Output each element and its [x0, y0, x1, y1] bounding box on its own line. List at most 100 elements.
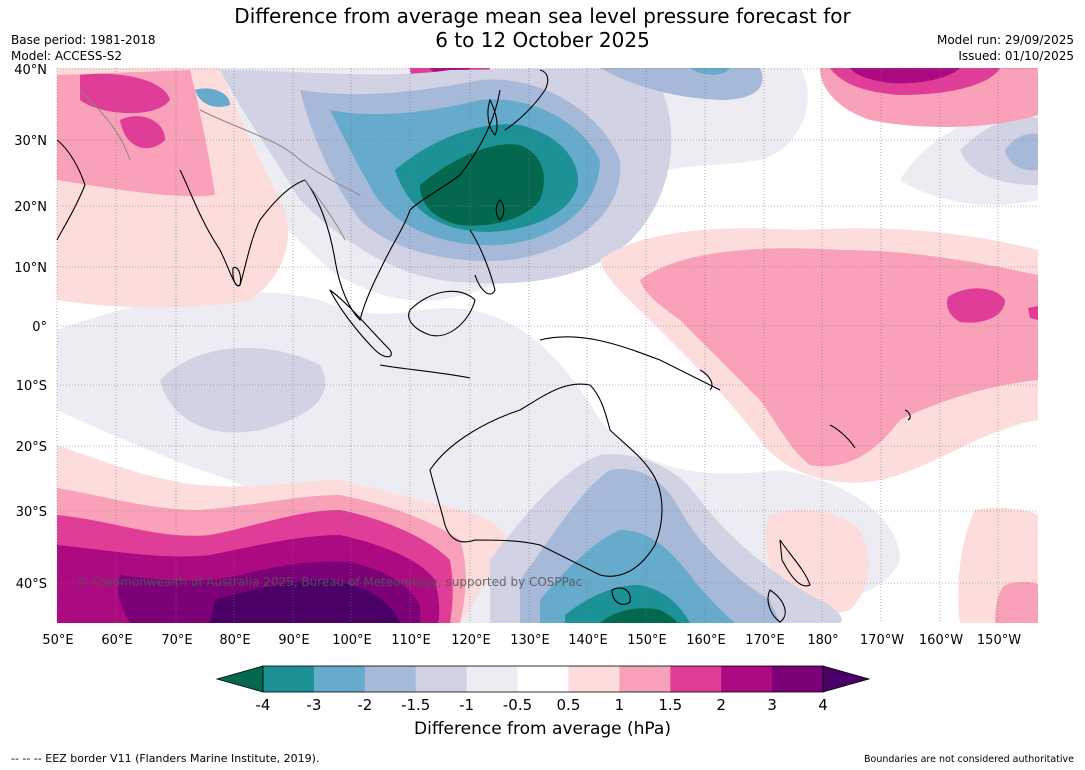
lon-label: 110°E [391, 633, 431, 648]
neg-anomaly-himalaya [195, 88, 230, 107]
colorbar-tick-label: -2 [357, 696, 372, 714]
colorbar-tick-label: 3 [767, 696, 777, 714]
lon-label: 130°E [510, 633, 550, 648]
copyright-notice: © Commonwealth of Australia 2025, Bureau… [77, 575, 582, 589]
lat-label: 30°S [16, 505, 47, 520]
lon-label: 80°E [219, 633, 250, 648]
eez-note: -- -- -- EEZ border V11 (Flanders Marine… [11, 752, 320, 765]
coast-new-zealand-south [767, 589, 786, 623]
colorbar-extend-high [822, 665, 871, 693]
neg-anomaly-japan-sea-core [690, 68, 730, 75]
colorbar-tick-label: -3 [306, 696, 321, 714]
pos-anomaly-pacific-2 [640, 248, 1038, 467]
colorbar-tick-label: 2 [716, 696, 726, 714]
coast-fiji [904, 409, 911, 421]
lat-label: 0° [32, 320, 47, 335]
border-myanmar [304, 179, 346, 241]
lat-label: 40°N [14, 63, 47, 78]
lon-label: 100°E [332, 633, 372, 648]
colorbar-bin [517, 666, 569, 692]
coastlines [56, 69, 911, 623]
anomaly-field [57, 68, 1038, 623]
neg-anomaly-light-blue-ne [960, 117, 1038, 185]
meta-left: Base period: 1981-2018 Model: ACCESS-S2 [11, 32, 156, 64]
title-line-1: Difference from average mean sea level p… [234, 4, 851, 28]
coast-png-islands [699, 369, 713, 391]
colorbar [215, 665, 871, 693]
lon-label: 150°W [977, 633, 1021, 648]
coast-new-caledonia [829, 424, 856, 449]
boundary-disclaimer: Boundaries are not considered authoritat… [864, 754, 1074, 765]
lon-label: 50°E [42, 633, 73, 648]
coast-taiwan [495, 199, 505, 221]
colorbar-tick-label: -4 [256, 696, 271, 714]
lon-label: 180° [807, 633, 838, 648]
lon-label: 120°E [451, 633, 491, 648]
border-china-india [199, 109, 361, 196]
colorbar-bin [568, 666, 620, 692]
colorbar-title: Difference from average (hPa) [414, 719, 671, 739]
lon-label: 170°E [745, 633, 785, 648]
colorbar-tick-label: -0.5 [503, 696, 532, 714]
base-period: Base period: 1981-2018 [11, 33, 156, 47]
issued-date: Issued: 01/10/2025 [958, 49, 1074, 63]
pos-anomaly-pacific-core [946, 288, 1005, 323]
lat-label: 10°N [14, 261, 47, 276]
pos-anomaly-se-3 [995, 581, 1038, 623]
lat-axis-labels: 40°N 30°N 20°N 10°N 0° 10°S 20°S 30°S 40°S [14, 63, 47, 592]
graticule [56, 68, 1038, 623]
lon-label: 140°E [568, 633, 608, 648]
coast-australia [429, 383, 663, 577]
colorbar-tick-label: -1 [459, 696, 474, 714]
pos-anomaly-india-core [80, 73, 170, 114]
lon-label: 160°E [686, 633, 726, 648]
lat-label: 10°S [16, 379, 47, 394]
lon-label: 160°W [919, 633, 963, 648]
coast-tasmania [611, 587, 631, 605]
colorbar-frame [262, 665, 824, 693]
coast-japan [504, 69, 549, 131]
colorbar-tick-label: -1.5 [401, 696, 430, 714]
lon-label: 150°E [627, 633, 667, 648]
colorbar-tick-label: 4 [818, 696, 828, 714]
lat-label: 20°N [14, 200, 47, 215]
colorbar-tick-labels: -4 -3 -2 -1.5 -1 -0.5 0.5 1 1.5 2 3 4 [256, 696, 828, 714]
colorbar-tick-label: 1.5 [658, 696, 682, 714]
neg-anomaly-tasman-core [600, 608, 678, 623]
coast-sumatra [329, 289, 392, 358]
coast-java [379, 364, 471, 379]
model-run: Model run: 29/09/2025 [936, 33, 1074, 47]
coast-new-guinea [539, 336, 721, 391]
colorbar-bin [313, 666, 366, 692]
colorbar-bin [721, 666, 773, 692]
coast-se-asia [304, 89, 501, 322]
coast-borneo [408, 290, 476, 337]
colorbar-bin [466, 666, 519, 692]
colorbar-tick-label: 1 [615, 696, 625, 714]
lon-label: 170°W [860, 633, 904, 648]
colorbar-bin [364, 666, 417, 692]
lat-label: 30°N [14, 134, 47, 149]
meta-right: Model run: 29/09/2025 Issued: 01/10/2025 [937, 32, 1074, 64]
model-name: Model: ACCESS-S2 [11, 49, 123, 63]
coast-korea [487, 98, 498, 136]
lon-label: 60°E [101, 633, 132, 648]
chart-title: Difference from average mean sea level p… [0, 4, 1085, 52]
neg-anomaly-japan-sea [600, 68, 763, 100]
pos-anomaly-ne-pacific-core [850, 68, 960, 84]
lon-label: 90°E [278, 633, 309, 648]
coast-philippines [469, 229, 496, 295]
country-borders [79, 89, 361, 241]
pos-anomaly-pacific-core2 [1028, 306, 1038, 320]
colorbar-extend-low [215, 665, 264, 693]
lat-label: 40°S [16, 577, 47, 592]
neg-anomaly-eastasia-core [420, 144, 544, 226]
neg-anomaly-blue-ne [1005, 133, 1038, 171]
colorbar-bin [619, 666, 671, 692]
colorbar-tick-label: 0.5 [557, 696, 581, 714]
pos-anomaly-south-core [210, 580, 400, 623]
neg-anomaly-lavender-mid [160, 347, 326, 433]
coast-sri-lanka [232, 266, 242, 287]
colorbar-bin [670, 666, 722, 692]
